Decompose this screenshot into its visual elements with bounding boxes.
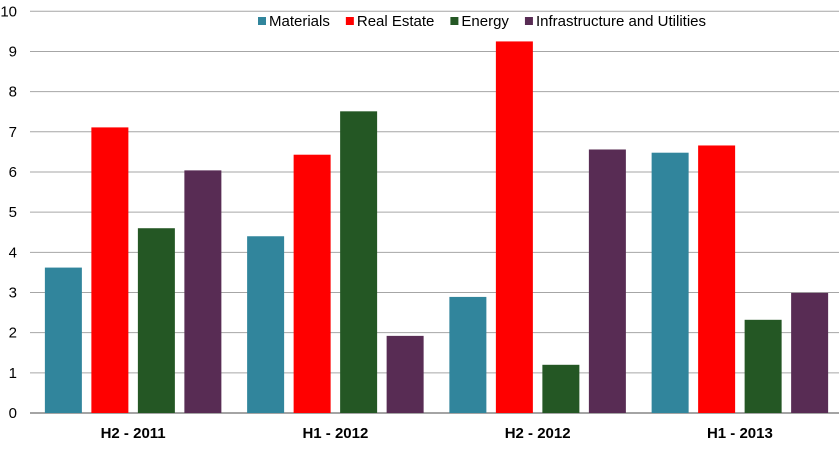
x-axis-labels: H2 - 2011 H1 - 2012 H2 - 2012 H1 - 2013	[101, 425, 773, 442]
x-category-label: H2 - 2011	[101, 425, 166, 442]
bar-real-estate	[495, 41, 533, 414]
y-tick-label: 0	[9, 405, 17, 422]
bar-real-estate	[293, 154, 331, 413]
y-tick-label: 9	[9, 43, 17, 60]
y-tick-label: 4	[9, 244, 17, 261]
x-category-label: H1 - 2013	[707, 425, 773, 442]
legend-label: Materials	[269, 13, 330, 30]
legend-swatch	[450, 17, 459, 25]
legend-label: Real Estate	[357, 13, 435, 30]
y-tick-label: 8	[9, 84, 17, 101]
bar-infrastructure-and-utilities	[184, 170, 222, 413]
bar-energy	[137, 228, 175, 413]
legend-swatch	[524, 17, 533, 25]
bar-infrastructure-and-utilities	[791, 292, 829, 413]
y-tick-label: 10	[0, 3, 17, 20]
legend-label: Energy	[461, 13, 509, 30]
x-category-label: H2 - 2012	[505, 425, 571, 442]
y-tick-label: 5	[9, 204, 17, 221]
y-tick-label: 2	[9, 325, 17, 342]
legend-swatch	[258, 17, 266, 25]
y-tick-label: 1	[9, 365, 17, 382]
bar-energy	[744, 319, 782, 413]
legend-label: Infrastructure and Utilities	[536, 13, 706, 30]
bar-energy	[542, 364, 580, 413]
bars	[44, 41, 829, 414]
bar-real-estate	[698, 145, 736, 413]
bar-real-estate	[91, 127, 129, 413]
y-tick-label: 7	[9, 124, 17, 141]
y-axis-ticks: 0 1 2 3 4 5 6 7 8 9 10	[0, 3, 17, 422]
bar-materials	[44, 267, 82, 413]
bar-materials	[651, 152, 689, 413]
bar-energy	[340, 111, 378, 413]
bar-materials	[247, 236, 285, 413]
y-tick-label: 3	[9, 284, 17, 301]
bar-infrastructure-and-utilities	[386, 335, 424, 413]
bar-infrastructure-and-utilities	[588, 149, 626, 413]
legend-swatch	[345, 17, 354, 25]
legend: Materials Real Estate Energy Infrastructure…	[258, 13, 706, 30]
bar-materials	[449, 296, 487, 413]
x-category-label: H1 - 2012	[302, 425, 368, 442]
y-tick-label: 6	[9, 164, 17, 181]
